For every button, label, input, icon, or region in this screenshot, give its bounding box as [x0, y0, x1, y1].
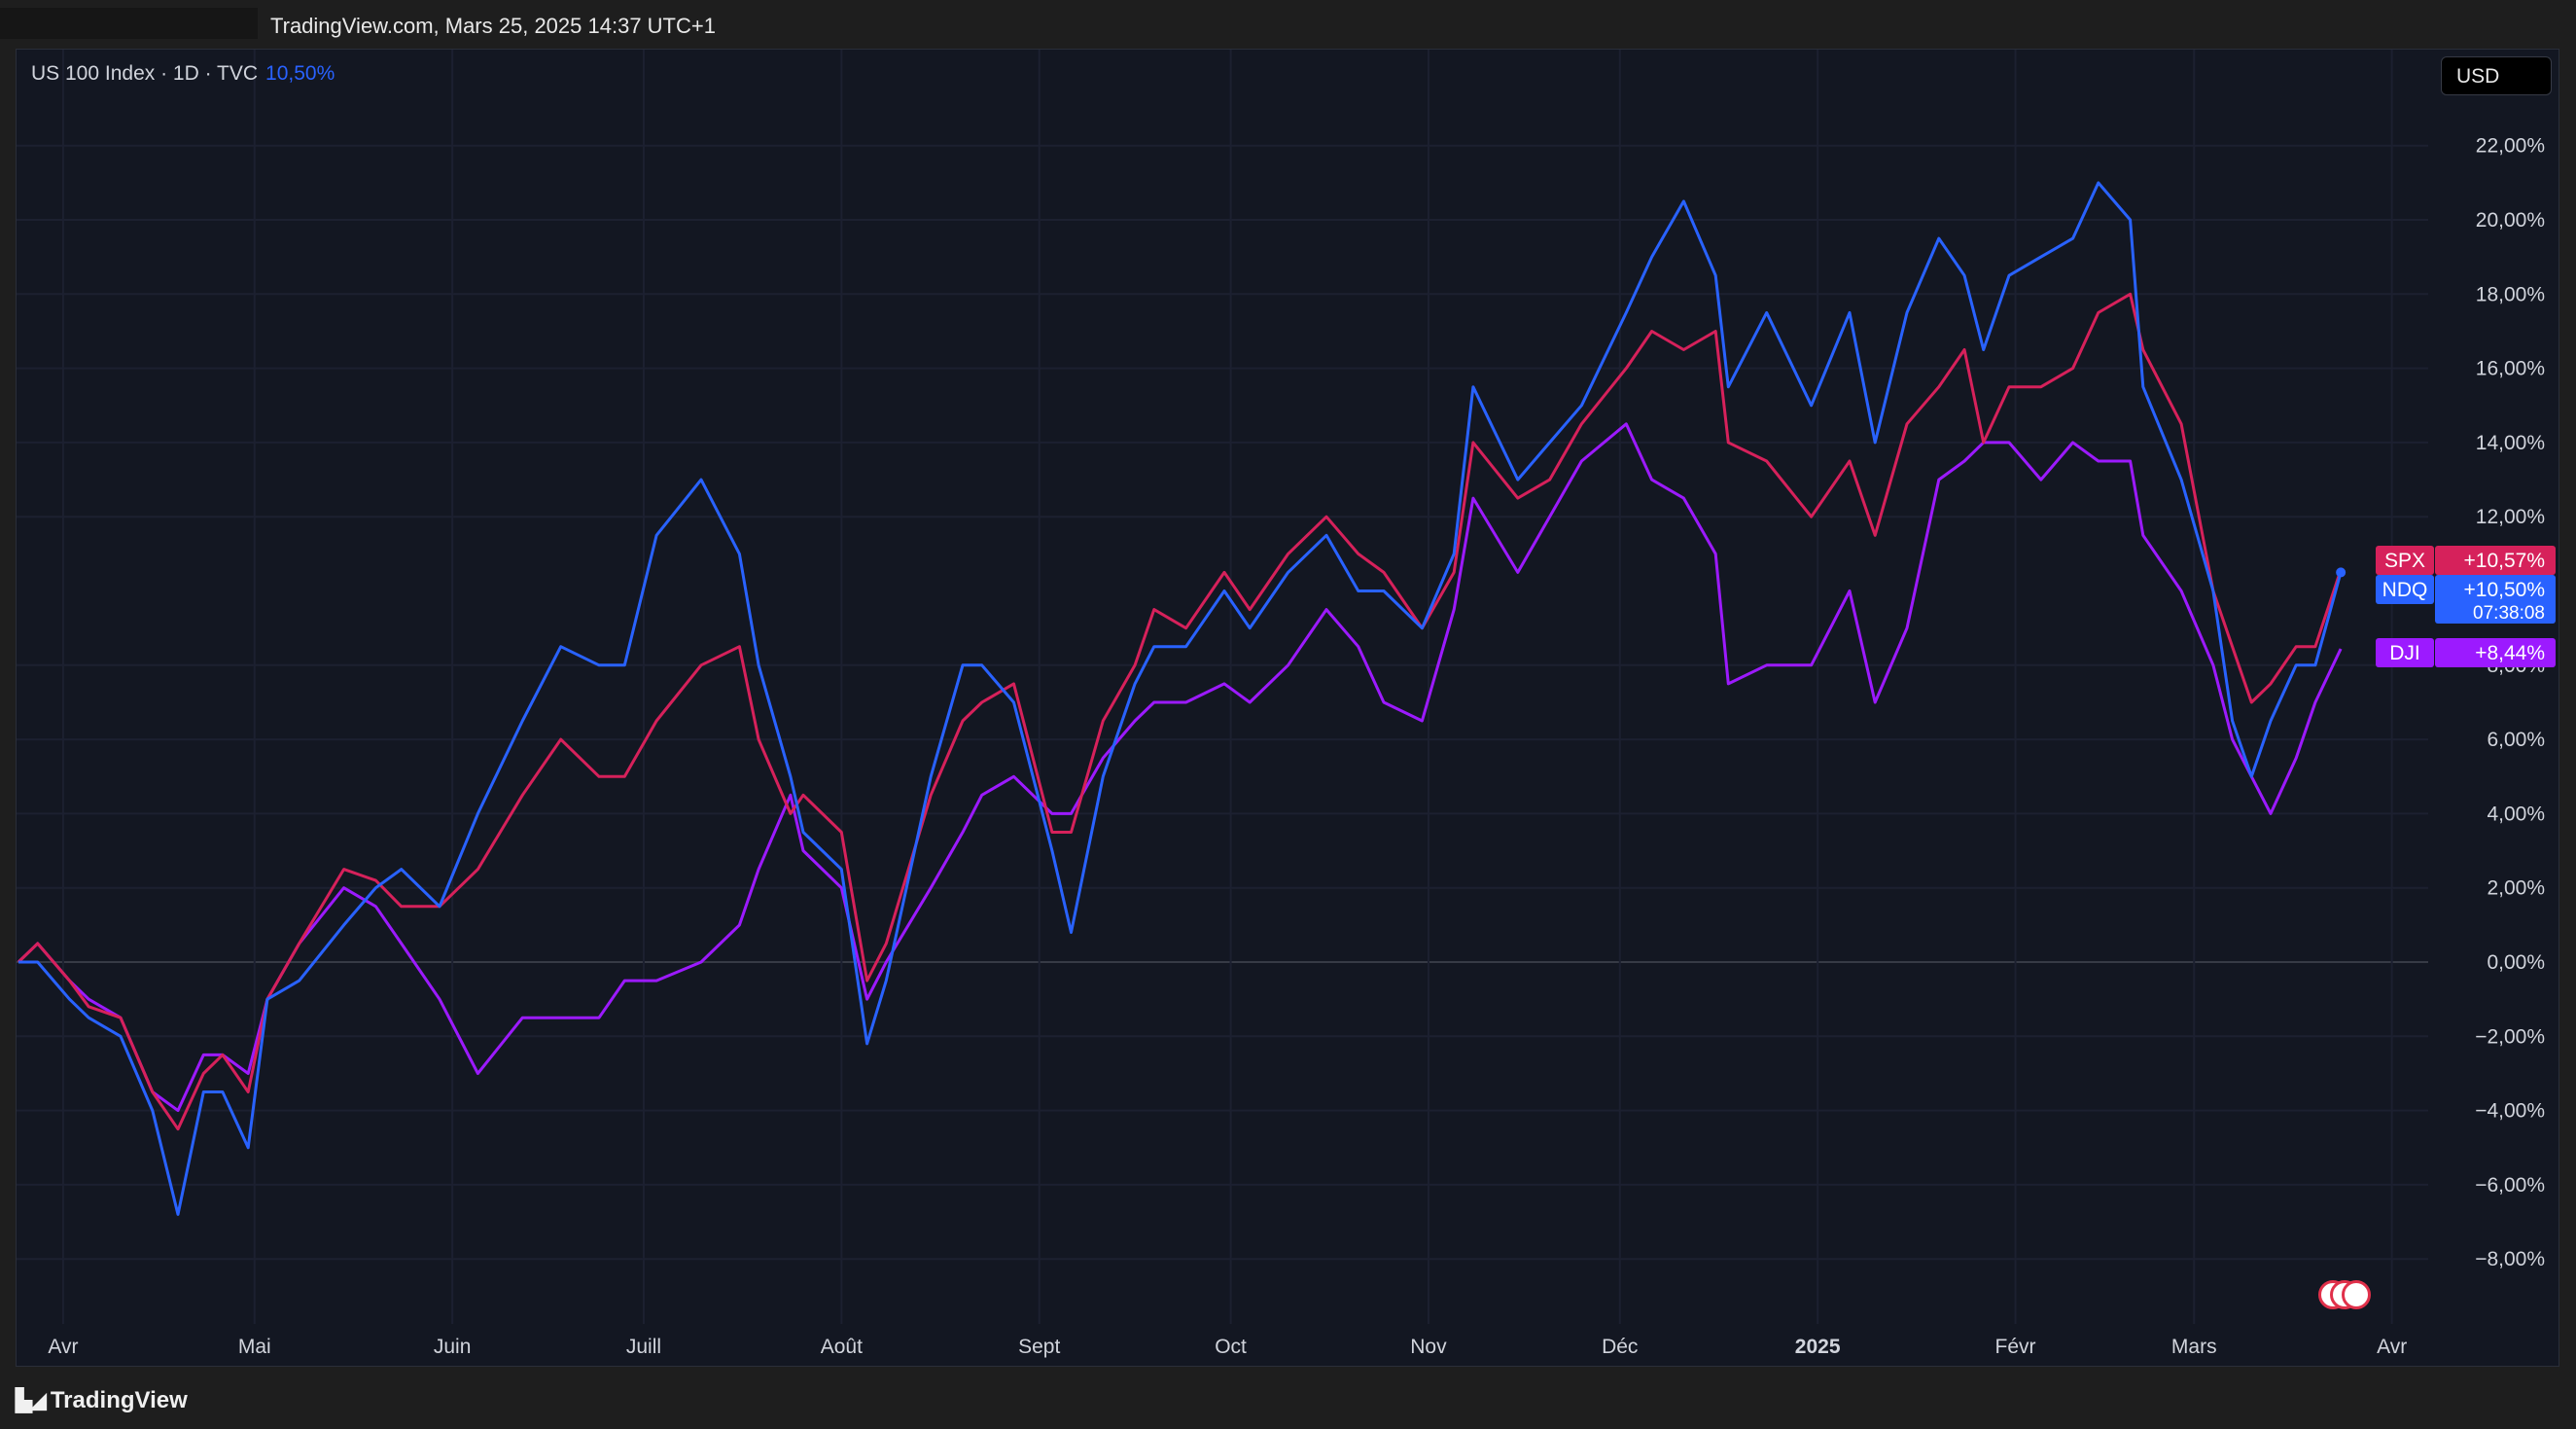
x-tick-label: Févr: [1995, 1336, 2036, 1358]
price-tag-value: +10,57%: [2464, 550, 2546, 572]
x-tick-label: 2025: [1795, 1336, 1841, 1358]
y-tick-label: 0,00%: [2487, 951, 2545, 974]
x-tick-label: Avr: [48, 1336, 78, 1358]
tradingview-logo-icon: ▙◢: [16, 1388, 47, 1412]
y-tick-label: 20,00%: [2476, 209, 2545, 232]
series-last-dot: [2336, 567, 2347, 578]
legend-symbol[interactable]: US 100 Index · 1D · TVC: [31, 62, 259, 85]
y-tick-label: 22,00%: [2476, 135, 2545, 158]
top-bar-blank: [0, 8, 258, 39]
x-tick-label: Mai: [238, 1336, 271, 1358]
x-tick-label: Nov: [1410, 1336, 1447, 1358]
legend-value: 10,50%: [265, 62, 335, 85]
us-flag-icon[interactable]: [2342, 1280, 2371, 1309]
chart-legend[interactable]: US 100 Index · 1D · TVC 10,50%: [31, 62, 335, 86]
price-tag-value: +10,50%: [2464, 579, 2546, 601]
y-tick-label: −2,00%: [2475, 1025, 2545, 1048]
y-tick-label: 16,00%: [2476, 358, 2545, 380]
y-tick-label: 2,00%: [2487, 877, 2545, 900]
series-line-ndq[interactable]: [18, 181, 2343, 1216]
x-tick-label: Mars: [2171, 1336, 2217, 1358]
price-tag-value-bg: [2435, 546, 2556, 575]
price-tag-name: DJI: [2389, 642, 2420, 664]
x-tick-label: Juin: [434, 1336, 472, 1358]
x-tick-label: Sept: [1018, 1336, 1060, 1358]
currency-button[interactable]: USD: [2441, 56, 2552, 95]
x-tick-label: Déc: [1602, 1336, 1638, 1358]
chart-svg[interactable]: 22,00%20,00%18,00%16,00%14,00%12,00%8,00…: [17, 50, 2560, 1368]
x-tick-label: Juill: [626, 1336, 661, 1358]
x-tick-label: Oct: [1215, 1336, 1247, 1358]
price-tag-value-bg: [2435, 638, 2556, 667]
price-tag-name: SPX: [2384, 550, 2425, 572]
price-tag-time: 07:38:08: [2473, 603, 2545, 624]
x-tick-label: Avr: [2377, 1336, 2407, 1358]
price-tag-value: +8,44%: [2475, 642, 2545, 664]
series-line-spx[interactable]: [17, 292, 2343, 1131]
y-tick-label: −4,00%: [2475, 1100, 2545, 1123]
snapshot-timestamp: TradingView.com, Mars 25, 2025 14:37 UTC…: [270, 14, 716, 38]
price-tag-name-bg: [2376, 575, 2434, 604]
y-tick-label: 6,00%: [2487, 729, 2545, 751]
chart-pane[interactable]: 22,00%20,00%18,00%16,00%14,00%12,00%8,00…: [16, 49, 2559, 1367]
y-tick-label: 18,00%: [2476, 283, 2545, 305]
top-bar: TradingView.com, Mars 25, 2025 14:37 UTC…: [0, 0, 2576, 49]
price-tag-value-bg: [2435, 575, 2556, 624]
footer-bar: ▙◢ TradingView: [0, 1370, 2576, 1429]
tradingview-logo[interactable]: ▙◢ TradingView: [16, 1387, 188, 1414]
y-tick-label: −6,00%: [2475, 1174, 2545, 1197]
price-tag-name-bg: [2376, 638, 2434, 667]
price-tag-name-bg: [2376, 546, 2434, 575]
y-tick-label: 14,00%: [2476, 432, 2545, 454]
brand-name: TradingView: [50, 1387, 188, 1413]
x-tick-label: Août: [821, 1336, 863, 1358]
y-tick-label: −8,00%: [2475, 1248, 2545, 1270]
price-tag-name: NDQ: [2382, 579, 2428, 601]
y-tick-label: 4,00%: [2487, 803, 2545, 825]
series-line-dji[interactable]: [17, 422, 2343, 1113]
y-tick-label: 12,00%: [2476, 506, 2545, 528]
